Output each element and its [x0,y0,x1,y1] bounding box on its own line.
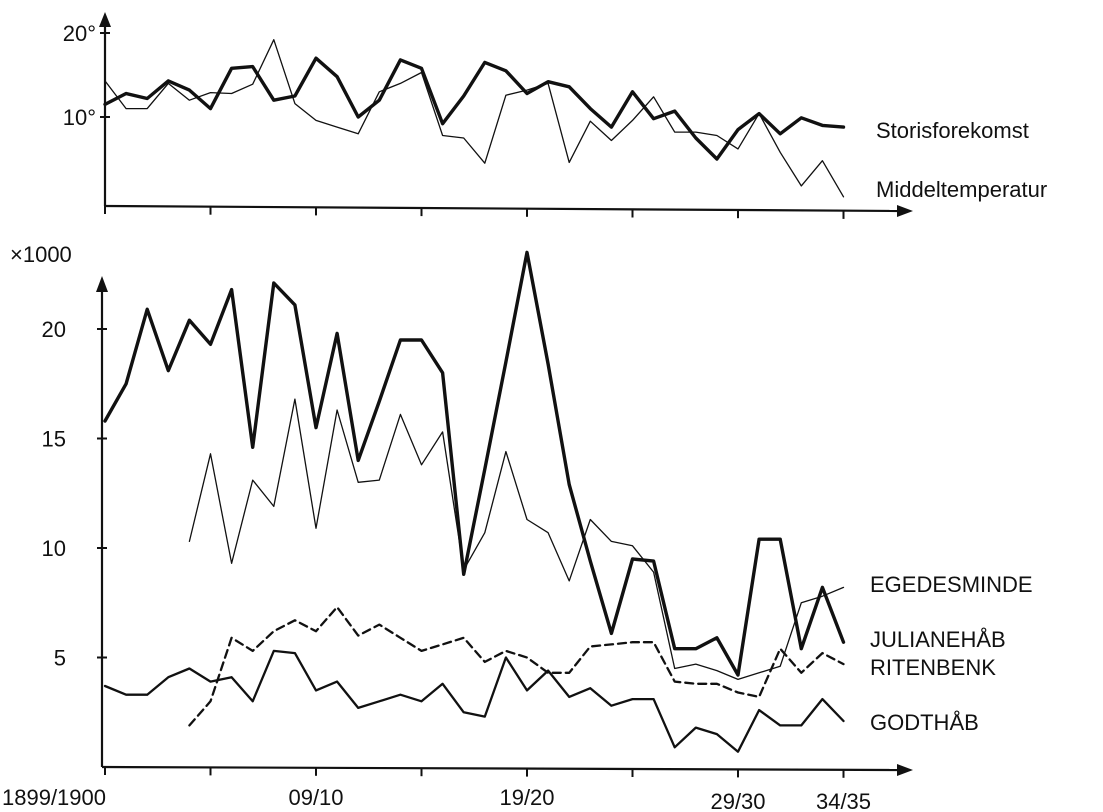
bottom-y-tick-label: 10 [42,536,66,561]
bottom-y-tick-label: 15 [42,427,66,452]
series-label-julianehab: JULIANEHÅB [870,627,1006,652]
bottom-x-tick-label: 34/35 [816,789,871,812]
top-series-group [103,39,846,198]
series-label-ritenbenk: RITENBENK [870,655,996,680]
top-chart-panel: 10° 20° Storisforekomst Middeltemperatur [63,12,1047,219]
top-series-line-1 [104,39,845,198]
bottom-series-line-0 [103,250,846,677]
bottom-series-line-1 [188,398,845,681]
bottom-x-ticks: 1899/1900 09/10 19/20 29/30 34/35 [2,767,871,812]
series-label-middeltemperatur: Middeltemperatur [876,177,1047,202]
bottom-x-tick-label: 1899/1900 [2,785,106,810]
bottom-x-axis [101,765,899,772]
bottom-y-axis-arrow [96,276,108,292]
bottom-y-ticks: 5 10 15 20 [42,317,107,671]
series-label-godthab: GODTHÅB [870,710,979,735]
bottom-y-tick-label: 5 [54,646,66,671]
bottom-series-line-3 [103,649,845,753]
top-y-tick-label: 20° [63,21,96,46]
bottom-x-tick-label: 19/20 [499,785,554,810]
bottom-x-axis-arrow [897,764,913,776]
top-x-axis [104,204,899,213]
top-y-ticks: 10° 20° [63,21,110,130]
bottom-y-tick-label: 20 [42,317,66,342]
top-x-ticks [104,206,845,219]
series-label-storisforekomst: Storisforekomst [876,118,1029,143]
bottom-x-tick-label: 29/30 [710,789,765,812]
series-label-egedesminde: EGEDESMINDE [870,572,1033,597]
y-unit-label: ×1000 [10,242,72,267]
top-series-line-0 [103,56,846,161]
bottom-series-group [103,250,846,753]
bottom-chart-panel: 1899/1900 09/10 19/20 29/30 34/35 5 10 15 20 ×1… [2,242,1033,812]
top-x-axis-arrow [897,205,913,217]
top-y-tick-label: 10° [63,105,96,130]
top-y-axis-arrow [99,12,111,27]
bottom-x-tick-label: 09/10 [288,785,343,810]
